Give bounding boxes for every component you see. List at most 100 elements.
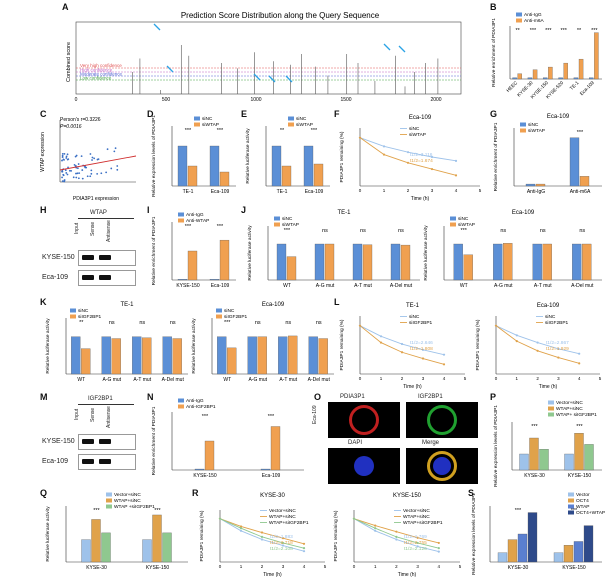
legend-swatch	[548, 400, 554, 405]
x-tick-label: 3	[416, 564, 419, 569]
scatter-point	[86, 175, 89, 178]
panel-letter-h: H	[40, 205, 47, 215]
panel-n-chart: Relative enrichment of PDIA3P1 *** KYSE-15…	[151, 398, 304, 479]
bar-eca-109	[209, 145, 220, 187]
legend-swatch	[450, 222, 456, 227]
panel-h-col-sense: Sense	[90, 221, 96, 236]
scatter-point	[89, 175, 92, 178]
series-point	[281, 544, 285, 547]
y-axis-label: Relative luciferase activity	[247, 225, 253, 281]
legend-label: siWTAP	[528, 128, 545, 134]
scatter-point	[61, 156, 64, 158]
x-tick-label: 4	[438, 564, 441, 569]
sig-label: ***	[284, 228, 291, 234]
bar-kyse-150	[204, 440, 215, 471]
legend-swatch	[106, 492, 112, 497]
bar-kyse-30	[527, 77, 533, 80]
y-axis-label: Relative luciferase activity	[45, 506, 51, 562]
y-axis-label: Relative luciferase activity	[45, 318, 51, 374]
legend-label: siNC	[409, 314, 420, 320]
legend-label: WTAP+siNC	[556, 406, 583, 412]
panel-m-col-sense: Sense	[90, 407, 96, 422]
peak-arrow	[166, 65, 174, 73]
scatter-point	[64, 169, 67, 172]
scatter-point	[63, 180, 66, 183]
panel-letter-s: S	[468, 488, 475, 498]
scatter-point	[90, 169, 93, 172]
sig-label: ns	[579, 228, 585, 234]
bar-wt	[276, 243, 287, 281]
legend-label: OCT4+WTAP	[576, 510, 605, 516]
chart-title: TE-1	[406, 303, 420, 309]
scatter-point	[76, 172, 79, 175]
bar-eca-109	[313, 163, 324, 187]
series-point	[515, 334, 518, 337]
legend-label: Anti-IgG	[524, 12, 542, 18]
scatter-point	[66, 153, 69, 156]
legend-swatch	[548, 406, 554, 411]
y-axis-label: PDIA3P1 remaining (%)	[475, 319, 481, 370]
y-axis-label: Relative enrichment of PDIA3P1	[151, 406, 157, 475]
panel-letter-l: L	[334, 297, 340, 307]
scatter-point	[65, 155, 68, 158]
sig-label: ***	[202, 414, 209, 420]
panel-h-col-input: Input	[74, 222, 80, 234]
panel-q-chart: Relative luciferase activity *** KYSE-30 **…	[45, 492, 188, 571]
x-tick-label: A-Del mut	[571, 283, 594, 289]
legend-label: Anti-IgG	[186, 398, 204, 404]
scatter-point	[90, 172, 93, 175]
bar-a-g-mut	[257, 336, 267, 375]
panel-a-xticks: 0 500 1000 1500 2000	[75, 97, 442, 103]
panel-k-te1-chart: Relative luciferase activity TE-1 ** WT ns A-…	[45, 302, 188, 383]
y-axis-label: PDIA3P1 remaining (%)	[333, 510, 339, 561]
bar-eca-109	[260, 468, 271, 471]
legend-label: siWTAP	[202, 122, 219, 128]
series-point	[536, 341, 539, 344]
sig-label: ns	[170, 320, 176, 326]
y-axis-label: Relative enrichment of PDIA3P1	[493, 122, 499, 191]
sig-label: ***	[154, 508, 161, 514]
legend-label: siNC	[282, 216, 293, 222]
panel-o-side-label: Eca-109	[312, 405, 318, 424]
panel-l-te1-chart: TE-1 PDIA3P1 remaining (%) Time (h) 0 1 2 3 4 5 s…	[339, 303, 467, 390]
legend-swatch	[288, 122, 294, 127]
legend-label: WTAP+siNC	[403, 514, 430, 520]
panel-m-header: IGF2BP1	[88, 396, 113, 402]
legend-swatch	[70, 308, 76, 313]
x-tick-label: 2000	[430, 97, 441, 103]
x-tick-label: KYSE-150	[562, 565, 586, 571]
legend-label: siNC	[78, 308, 89, 314]
bar-kyse-30	[517, 533, 528, 563]
series-point	[421, 357, 425, 360]
scatter-point	[65, 157, 68, 159]
panel-o-image-merge	[406, 448, 478, 484]
chart-title: Eca-109	[537, 303, 560, 309]
panel-l-eca109-chart: Eca-109 PDIA3P1 remaining (%) Time (h) 0 1 2 3…	[475, 303, 602, 390]
y-axis-label: PDIA3P1 remaining (%)	[199, 510, 205, 561]
sig-label: ns	[255, 320, 261, 326]
sig-label: ns	[322, 228, 328, 234]
half-life-label: t1/2=2.108	[270, 546, 293, 552]
panel-m-row-eca109: Eca-109	[42, 458, 69, 465]
legend-swatch	[194, 116, 200, 121]
sig-label: ns	[360, 228, 366, 234]
chart-title: KYSE-150	[393, 493, 422, 499]
bar-kyse-150	[584, 444, 594, 471]
x-tick-label: 1	[240, 564, 243, 569]
x-axis-label: Time (h)	[539, 384, 558, 390]
panel-h-blot-row1	[78, 250, 136, 266]
chart-title: TE-1	[120, 302, 134, 308]
panel-h-col-antisense: Antisense	[106, 220, 112, 242]
scatter-point	[61, 153, 64, 155]
sig-label: ns	[316, 320, 322, 326]
scatter-point	[73, 163, 76, 166]
sig-label: ***	[530, 28, 537, 34]
bar-kyse-150	[553, 552, 564, 563]
x-tick-label: KYSE-30	[86, 565, 107, 571]
x-tick-label: KYSE-150	[176, 283, 200, 289]
x-tick-label: 0	[353, 564, 356, 569]
legend-high: High confidence	[80, 68, 113, 73]
x-tick-label: 3	[422, 376, 425, 381]
bar-a-t-mut	[542, 243, 552, 281]
panel-h-blot: WTAP Input Sense Antisense KYSE-150 Eca-…	[42, 210, 142, 295]
